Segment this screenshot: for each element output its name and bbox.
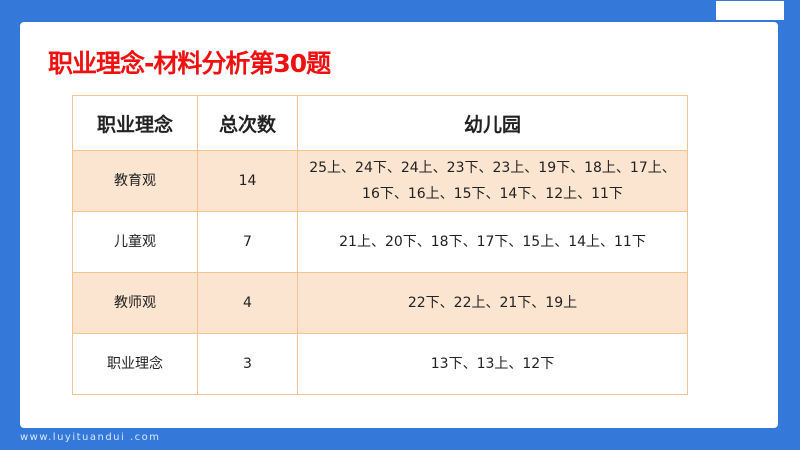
concept-cell: 教育观 bbox=[72, 150, 198, 212]
years-cell: 22下、22上、21下、19上 bbox=[297, 272, 688, 334]
years-cell: 25上、24下、24上、23下、23上、19下、18上、17上、16下、16上、… bbox=[297, 150, 688, 212]
top-right-label-box bbox=[716, 1, 784, 20]
table-header-row: 职业理念 总次数 幼儿园 bbox=[72, 95, 688, 151]
concept-cell: 教师观 bbox=[72, 272, 198, 334]
table-row: 儿童观 7 21上、20下、18下、17下、15上、14上、11下 bbox=[72, 211, 688, 273]
concept-cell: 儿童观 bbox=[72, 211, 198, 273]
table-row: 教师观 4 22下、22上、21下、19上 bbox=[72, 272, 688, 334]
header-concept: 职业理念 bbox=[72, 95, 198, 151]
footer-url: www.luyituandui .com bbox=[20, 432, 161, 443]
table-row: 教育观 14 25上、24下、24上、23下、23上、19下、18上、17上、1… bbox=[72, 150, 688, 212]
count-cell: 14 bbox=[197, 150, 298, 212]
count-cell: 3 bbox=[197, 333, 298, 395]
count-cell: 4 bbox=[197, 272, 298, 334]
table-row: 职业理念 3 13下、13上、12下 bbox=[72, 333, 688, 395]
concept-table: 职业理念 总次数 幼儿园 教育观 14 25上、24下、24上、23下、23上、… bbox=[72, 95, 688, 395]
count-cell: 7 bbox=[197, 211, 298, 273]
years-cell: 21上、20下、18下、17下、15上、14上、11下 bbox=[297, 211, 688, 273]
years-cell: 13下、13上、12下 bbox=[297, 333, 688, 395]
page-title: 职业理念-材料分析第30题 bbox=[48, 49, 331, 78]
concept-cell: 职业理念 bbox=[72, 333, 198, 395]
header-kindergarten: 幼儿园 bbox=[297, 95, 688, 151]
header-count: 总次数 bbox=[197, 95, 298, 151]
